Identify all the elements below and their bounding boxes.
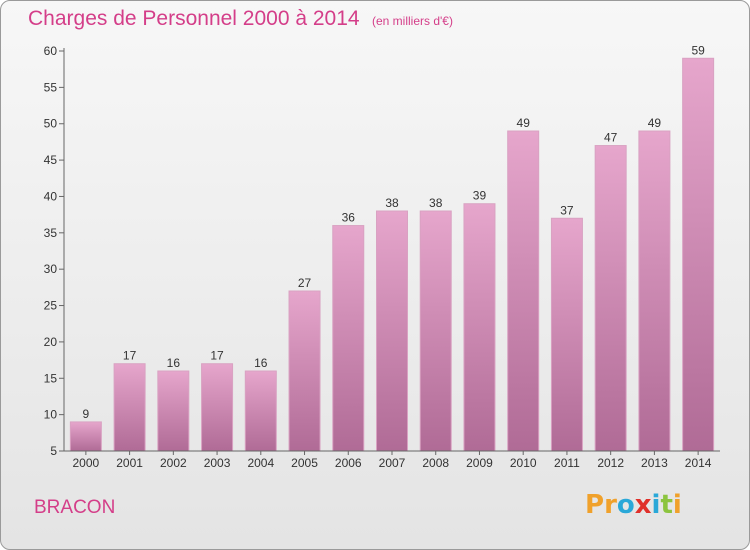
y-tick-label: 55: [44, 80, 58, 94]
x-tick-label-2008: 2008: [422, 456, 449, 470]
logo-letter: i: [672, 490, 682, 520]
data-label-2001: 17: [123, 349, 137, 363]
data-labels: 9 17 16 17 16 27 36 38 38 39 49 37 47 49 59: [83, 43, 706, 421]
bar-2014: [682, 57, 715, 452]
data-label-2004: 16: [254, 356, 268, 370]
x-tick-label-2009: 2009: [466, 456, 493, 470]
logo-letter: o: [616, 490, 635, 520]
y-tick-label: 5: [50, 444, 57, 458]
chart-title: Charges de Personnel 2000 à 2014: [28, 7, 360, 30]
data-label-2011: 37: [560, 203, 574, 217]
bar-2007: [376, 210, 408, 452]
data-label-2006: 36: [342, 211, 356, 225]
data-label-2010: 49: [517, 116, 531, 130]
y-tick-label: 15: [44, 371, 58, 385]
y-tick-label: 60: [44, 44, 58, 58]
x-tick-label-2006: 2006: [335, 456, 362, 470]
commune-name: BRACON: [34, 497, 116, 518]
logo-letter: i: [651, 490, 661, 520]
x-tick-label-2004: 2004: [247, 456, 274, 470]
x-axis-labels: 2000 2001 2002 2003 2004 2005 2006 2007 2008 2009…: [73, 451, 712, 470]
bar-2010: [507, 130, 540, 452]
data-label-2012: 47: [604, 131, 618, 145]
bar-2004: [244, 370, 277, 452]
x-tick-label-2011: 2011: [554, 456, 580, 470]
x-tick-label-2010: 2010: [510, 456, 537, 470]
x-tick-label-2001: 2001: [116, 456, 143, 470]
data-label-2014: 59: [691, 43, 705, 57]
x-tick-label-2014: 2014: [685, 456, 712, 470]
x-tick-label-2002: 2002: [160, 456, 187, 470]
chart-subtitle: (en milliers d'€): [372, 14, 453, 28]
y-tick-label: 20: [44, 335, 58, 349]
y-tick-label: 25: [44, 299, 58, 313]
bar-2003: [201, 363, 234, 452]
bars: [69, 57, 715, 452]
logo-letter: x: [634, 490, 652, 520]
data-label-2000: 9: [83, 407, 90, 421]
bar-2002: [157, 370, 190, 452]
logo-letter: P: [585, 490, 605, 520]
bar-2013: [638, 130, 671, 452]
x-tick-label-2007: 2007: [379, 456, 406, 470]
y-tick-label: 50: [44, 117, 58, 131]
logo-letter: t: [660, 490, 673, 520]
data-label-2007: 38: [385, 196, 399, 210]
bar-2009: [463, 203, 496, 452]
x-tick-label-2000: 2000: [73, 456, 100, 470]
y-tick-label: 40: [44, 189, 58, 203]
y-axis-ticks: 5 10 15 20 25 30 35 40 45 50 55 60: [44, 44, 64, 458]
data-label-2008: 38: [429, 196, 443, 210]
y-tick-label: 10: [44, 408, 58, 422]
x-tick-label-2013: 2013: [641, 456, 668, 470]
data-label-2002: 16: [167, 356, 181, 370]
bar-2012: [594, 145, 627, 452]
bar-2008: [419, 210, 452, 452]
bar-2001: [113, 363, 146, 452]
proxiti-logo[interactable]: Proxiti: [585, 490, 682, 520]
y-tick-label: 35: [44, 226, 58, 240]
bar-2011: [550, 217, 583, 452]
logo-letter: r: [604, 490, 617, 520]
x-tick-label-2012: 2012: [597, 456, 624, 470]
x-tick-label-2003: 2003: [204, 456, 231, 470]
y-tick-label: 45: [44, 153, 58, 167]
bar-2006: [332, 225, 365, 452]
x-tick-label-2005: 2005: [291, 456, 318, 470]
bar-2000: [69, 421, 102, 452]
data-label-2013: 49: [648, 116, 662, 130]
bar-2005: [288, 290, 321, 452]
y-tick-label: 30: [44, 262, 58, 276]
data-label-2003: 17: [210, 349, 224, 363]
data-label-2005: 27: [298, 276, 312, 290]
data-label-2009: 39: [473, 189, 487, 203]
